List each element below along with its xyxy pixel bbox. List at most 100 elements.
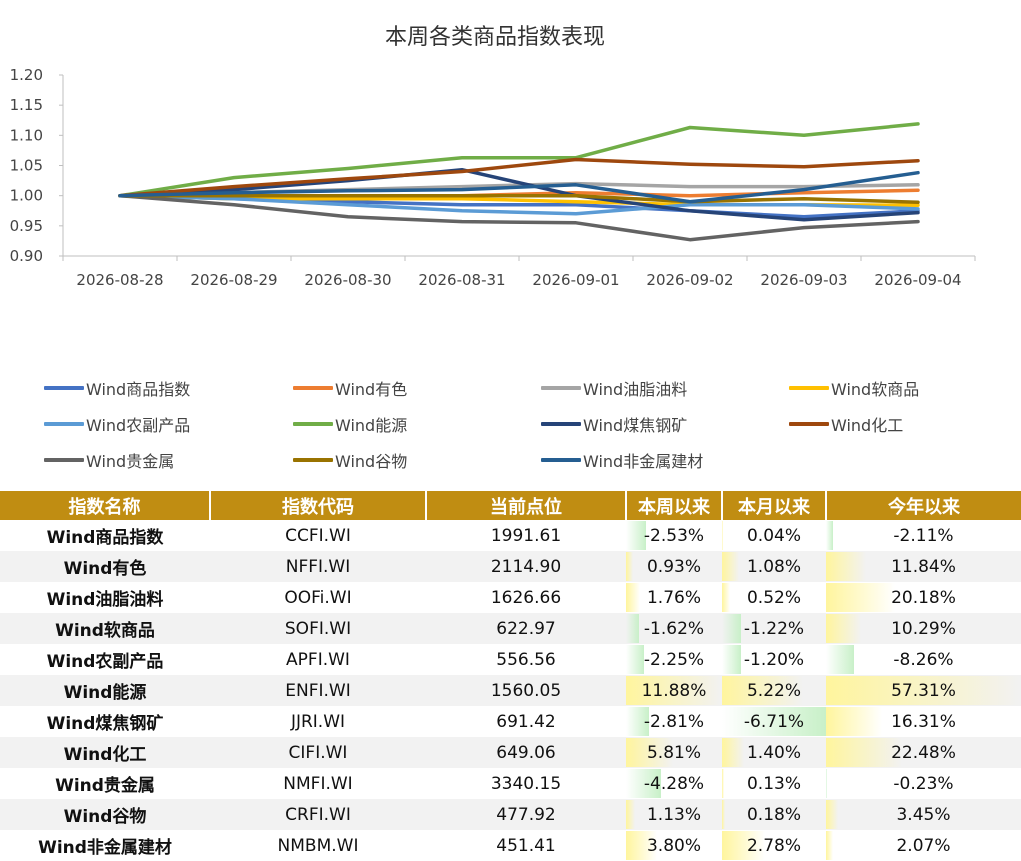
month-change-cell: 1.08% bbox=[722, 551, 826, 582]
month-change-cell: 0.52% bbox=[722, 582, 826, 613]
change-value: 1.13% bbox=[646, 804, 701, 825]
header-index-code: 指数代码 bbox=[210, 491, 427, 520]
change-value: 1.76% bbox=[646, 587, 701, 608]
data-bar bbox=[722, 676, 803, 705]
index-name-cell: Wind农副产品 bbox=[46, 652, 164, 672]
data-bar bbox=[626, 800, 636, 829]
legend-swatch bbox=[541, 386, 581, 390]
legend-label: Wind化工 bbox=[831, 416, 904, 435]
x-tick-label: 2026-08-31 bbox=[418, 271, 505, 289]
legend-label: Wind能源 bbox=[335, 416, 408, 435]
change-value: -0.23% bbox=[893, 773, 954, 794]
index-code-cell: SOFI.WI bbox=[210, 613, 426, 644]
change-value: 10.29% bbox=[891, 618, 956, 639]
change-value: -2.53% bbox=[643, 525, 705, 546]
data-bar bbox=[826, 614, 862, 643]
table-row: Wind非金属建材 NMBM.WI 451.41 3.80% 2.78% 2.07% bbox=[0, 830, 1021, 861]
index-name-cell: Wind油脂油料 bbox=[46, 590, 164, 610]
legend-swatch bbox=[44, 422, 84, 426]
change-value: 0.04% bbox=[746, 525, 801, 546]
month-change-cell: 0.04% bbox=[722, 520, 826, 551]
y-tick-label: 1.20 bbox=[10, 66, 43, 84]
data-bar bbox=[722, 707, 826, 736]
change-value: -4.28% bbox=[643, 773, 705, 794]
table-row: Wind油脂油料 OOFi.WI 1626.66 1.76% 0.52% 20.18% bbox=[0, 582, 1021, 613]
data-bar bbox=[626, 614, 640, 643]
data-bar bbox=[826, 800, 838, 829]
index-name-cell: Wind煤焦钢矿 bbox=[46, 714, 164, 734]
ytd-change-cell: -8.26% bbox=[826, 644, 1021, 675]
line-chart: 本周各类商品指数表现 1.20 1.15 1.10 1.05 1.00 0.95 0.90 2… bbox=[10, 25, 976, 289]
data-bar bbox=[722, 645, 741, 674]
x-tick-label: 2026-08-28 bbox=[76, 271, 163, 289]
chart-tick-labels: 1.20 1.15 1.10 1.05 1.00 0.95 0.90 2026-08-28 20… bbox=[10, 66, 976, 289]
index-name-cell: Wind贵金属 bbox=[55, 776, 155, 796]
ytd-change-cell: -2.11% bbox=[826, 520, 1021, 551]
y-tick-label: 1.05 bbox=[10, 157, 43, 175]
change-value: 16.31% bbox=[891, 711, 956, 732]
ytd-change-cell: 11.84% bbox=[826, 551, 1021, 582]
chart-title: 本周各类商品指数表现 bbox=[385, 25, 605, 50]
x-tick-label: 2026-09-04 bbox=[874, 271, 961, 289]
legend-label: Wind贵金属 bbox=[86, 452, 175, 471]
week-change-cell: 3.80% bbox=[626, 830, 722, 861]
data-bar bbox=[722, 769, 724, 798]
current-level-cell: 691.42 bbox=[496, 711, 556, 732]
data-bar bbox=[826, 676, 1021, 705]
y-tick-label: 0.95 bbox=[10, 217, 43, 235]
legend-item-9: Wind谷物 bbox=[293, 448, 407, 472]
table-row: Wind有色 NFFI.WI 2114.90 0.93% 1.08% 11.84% bbox=[0, 551, 1021, 582]
current-level-cell: 1560.05 bbox=[426, 675, 626, 706]
change-value: 22.48% bbox=[891, 742, 956, 763]
week-change-cell: -1.62% bbox=[626, 613, 722, 644]
data-bar bbox=[722, 738, 744, 767]
ytd-change-cell: 3.45% bbox=[826, 799, 1021, 830]
change-value: 1.08% bbox=[746, 556, 801, 577]
y-tick-label: 1.15 bbox=[10, 96, 43, 114]
month-change-cell: 0.18% bbox=[722, 799, 826, 830]
legend-label: Wind油脂油料 bbox=[583, 380, 688, 399]
index-name-cell: Wind有色 bbox=[0, 551, 210, 582]
index-name-cell: Wind非金属建材 bbox=[38, 838, 172, 858]
change-value: 0.52% bbox=[746, 587, 801, 608]
data-bar bbox=[626, 769, 661, 798]
current-level-cell: 451.41 bbox=[496, 835, 556, 856]
legend-label: Wind软商品 bbox=[831, 380, 920, 399]
table-row: Wind谷物 CRFI.WI 477.92 1.13% 0.18% 3.45% bbox=[0, 799, 1021, 830]
legend-swatch bbox=[541, 458, 581, 462]
table-row: Wind煤焦钢矿 JJRI.WI 691.42 -2.81% -6.71% 16.31% bbox=[0, 706, 1021, 737]
data-bar bbox=[722, 521, 723, 550]
week-change-cell: 1.76% bbox=[626, 582, 722, 613]
change-value: -1.22% bbox=[743, 618, 805, 639]
data-bar bbox=[626, 552, 634, 581]
current-level-cell: 3340.15 bbox=[490, 773, 562, 794]
month-change-cell: -6.71% bbox=[722, 706, 826, 737]
week-change-cell: 0.93% bbox=[626, 551, 722, 582]
series-line-4 bbox=[118, 193, 920, 216]
x-tick-label: 2026-09-02 bbox=[646, 271, 733, 289]
legend-label: Wind商品指数 bbox=[86, 380, 191, 399]
chart-series bbox=[118, 122, 920, 242]
change-value: -2.11% bbox=[893, 525, 954, 546]
change-value: 11.88% bbox=[641, 680, 707, 701]
legend-swatch bbox=[293, 386, 333, 390]
series-line-6 bbox=[118, 167, 920, 222]
current-level-cell: 1991.61 bbox=[490, 525, 562, 546]
week-change-cell: 1.13% bbox=[626, 799, 722, 830]
change-value: -8.26% bbox=[893, 649, 954, 670]
series-line-5 bbox=[118, 122, 920, 198]
index-code-cell: APFI.WI bbox=[286, 649, 350, 670]
chart-legend: Wind商品指数 Wind有色 Wind油脂油料 Wind软商品 Wind农副产品 Win… bbox=[0, 372, 1021, 482]
legend-item-4: Wind农副产品 bbox=[44, 412, 190, 436]
index-name-cell: Wind软商品 bbox=[0, 613, 210, 644]
index-code-cell: OOFi.WI bbox=[284, 587, 352, 608]
current-level-cell: 622.97 bbox=[426, 613, 626, 644]
x-tick-label: 2026-09-03 bbox=[760, 271, 847, 289]
data-bar bbox=[722, 552, 739, 581]
y-tick-label: 1.00 bbox=[10, 187, 43, 205]
change-value: -2.81% bbox=[643, 711, 705, 732]
change-value: -6.71% bbox=[743, 711, 805, 732]
table-row: Wind贵金属 NMFI.WI 3340.15 -4.28% 0.13% -0.23% bbox=[0, 768, 1021, 799]
week-change-cell: -2.53% bbox=[626, 520, 722, 551]
table-row: Wind软商品 SOFI.WI 622.97 -1.62% -1.22% 10.29% bbox=[0, 613, 1021, 644]
